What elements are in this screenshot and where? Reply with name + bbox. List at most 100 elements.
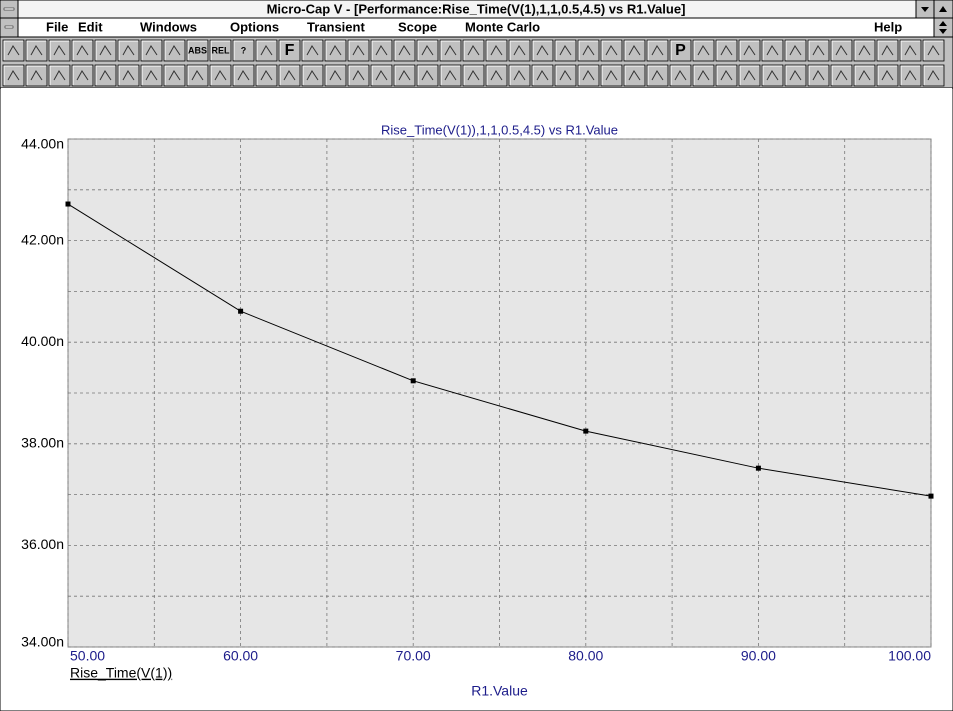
button-highlight [118, 65, 138, 85]
toolbar-button[interactable] [485, 64, 508, 87]
toolbar-button[interactable] [117, 39, 140, 62]
y-tick-label: 44.00n [21, 136, 64, 152]
toolbar-button[interactable] [623, 64, 646, 87]
toolbar-icon [789, 70, 802, 81]
toolbar-button[interactable] [807, 39, 830, 62]
toolbar-button[interactable] [669, 39, 692, 62]
toolbar-button[interactable] [738, 39, 761, 62]
button-highlight [762, 40, 782, 60]
toolbar-button[interactable] [646, 64, 669, 87]
toolbar-button[interactable] [416, 39, 439, 62]
toolbar-button[interactable] [347, 64, 370, 87]
toolbar-button[interactable] [370, 64, 393, 87]
toolbar-button[interactable] [508, 64, 531, 87]
toolbar-button[interactable] [669, 64, 692, 87]
toolbar-button[interactable] [25, 64, 48, 87]
toolbar-button[interactable] [301, 64, 324, 87]
toolbar-button[interactable] [830, 39, 853, 62]
menu-item[interactable]: Windows [140, 19, 197, 34]
menu-item[interactable]: File [46, 19, 68, 34]
menu-item[interactable]: Help [874, 19, 902, 34]
toolbar-button[interactable] [416, 64, 439, 87]
menu-item[interactable]: Scope [398, 19, 437, 34]
toolbar-button[interactable] [94, 39, 117, 62]
toolbar-button[interactable] [692, 64, 715, 87]
toolbar-button[interactable] [577, 39, 600, 62]
toolbar-button[interactable] [94, 64, 117, 87]
toolbar-button[interactable] [324, 64, 347, 87]
data-point [583, 428, 589, 434]
toolbar-button[interactable] [554, 64, 577, 87]
toolbar-button[interactable] [439, 39, 462, 62]
toolbar-button[interactable] [462, 64, 485, 87]
toolbar-button[interactable] [784, 39, 807, 62]
toolbar-button[interactable] [71, 64, 94, 87]
button-highlight [670, 40, 690, 60]
toolbar-button[interactable] [600, 39, 623, 62]
button-highlight [95, 40, 115, 60]
toolbar-button[interactable] [301, 39, 324, 62]
toolbar-button[interactable] [232, 39, 255, 62]
toolbar-button[interactable] [922, 39, 945, 62]
toolbar-button[interactable] [899, 64, 922, 87]
toolbar-button[interactable] [715, 39, 738, 62]
toolbar-button[interactable] [922, 64, 945, 87]
toolbar-button[interactable] [255, 64, 278, 87]
toolbar-button[interactable] [117, 64, 140, 87]
toolbar-button[interactable] [209, 64, 232, 87]
toolbar-button[interactable] [577, 64, 600, 87]
toolbar-button[interactable] [71, 39, 94, 62]
toolbar-button[interactable] [715, 64, 738, 87]
menu-item[interactable]: Monte Carlo [465, 19, 540, 34]
toolbar-button[interactable] [209, 39, 232, 62]
toolbar-button[interactable] [186, 39, 209, 62]
toolbar-button[interactable] [324, 39, 347, 62]
y-tick-label: 36.00n [21, 536, 64, 552]
toolbar-button[interactable] [186, 64, 209, 87]
toolbar-icon [674, 70, 687, 81]
toolbar-button[interactable] [853, 64, 876, 87]
toolbar-button[interactable] [48, 39, 71, 62]
toolbar-button[interactable] [853, 39, 876, 62]
toolbar-button[interactable] [485, 39, 508, 62]
menu-item[interactable]: Edit [78, 19, 103, 34]
toolbar-button[interactable] [554, 39, 577, 62]
toolbar-button[interactable] [278, 64, 301, 87]
toolbar-button[interactable] [623, 39, 646, 62]
toolbar-button[interactable] [531, 64, 554, 87]
toolbar-button[interactable] [393, 39, 416, 62]
toolbar-button[interactable] [876, 64, 899, 87]
menu-item[interactable]: Transient [307, 19, 365, 34]
toolbar-button[interactable] [393, 64, 416, 87]
toolbar-button[interactable] [370, 39, 393, 62]
toolbar-button[interactable] [347, 39, 370, 62]
toolbar-button[interactable] [761, 64, 784, 87]
toolbar-button[interactable] [2, 39, 25, 62]
toolbar-button[interactable] [2, 64, 25, 87]
toolbar-button[interactable] [600, 64, 623, 87]
toolbar-button[interactable] [255, 39, 278, 62]
toolbar-button[interactable] [48, 64, 71, 87]
toolbar-button[interactable] [140, 64, 163, 87]
toolbar-button[interactable] [25, 39, 48, 62]
toolbar-button[interactable] [784, 64, 807, 87]
toolbar-button[interactable] [876, 39, 899, 62]
toolbar-button[interactable] [140, 39, 163, 62]
toolbar-button[interactable] [163, 39, 186, 62]
toolbar-button[interactable] [692, 39, 715, 62]
toolbar-button[interactable] [830, 64, 853, 87]
toolbar-button[interactable] [278, 39, 301, 62]
toolbar-button[interactable] [232, 64, 255, 87]
toolbar-button[interactable] [646, 39, 669, 62]
toolbar-button[interactable] [531, 39, 554, 62]
toolbar-button[interactable] [761, 39, 784, 62]
toolbar-button[interactable] [462, 39, 485, 62]
toolbar-button[interactable] [807, 64, 830, 87]
toolbar-button[interactable] [439, 64, 462, 87]
toolbar-button[interactable] [508, 39, 531, 62]
toolbar-button[interactable] [163, 64, 186, 87]
toolbar-button[interactable] [738, 64, 761, 87]
menu-item[interactable]: Options [230, 19, 279, 34]
restore-button[interactable] [933, 17, 953, 38]
toolbar-button[interactable] [899, 39, 922, 62]
